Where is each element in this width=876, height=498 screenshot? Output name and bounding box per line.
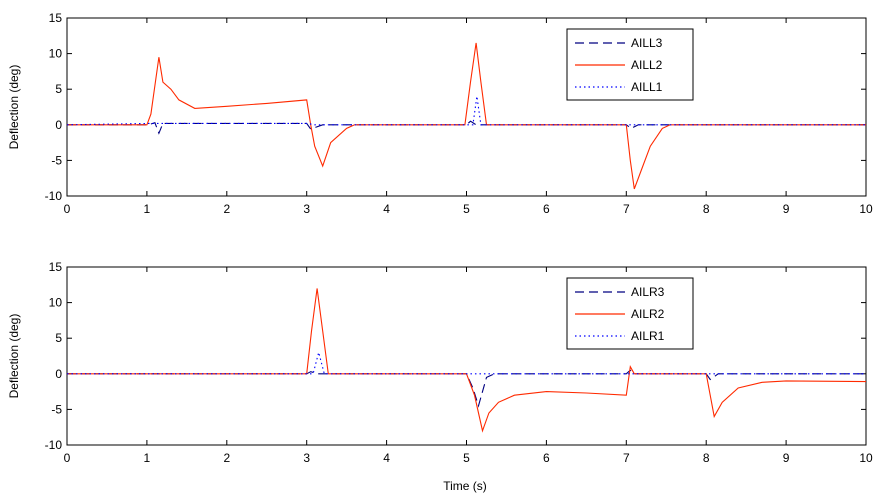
- chart1-y-tick-label: -5: [51, 153, 62, 167]
- chart1-y-axis-label: Deflection (deg): [7, 65, 21, 150]
- chart1-series-line-aill2: [67, 42, 866, 190]
- chart2-series-line-ailr2: [67, 288, 867, 433]
- chart2-x-tick-label: 3: [303, 451, 310, 465]
- chart2-x-tick-label: 4: [383, 451, 390, 465]
- chart1-x-tick-label: 2: [223, 202, 230, 216]
- chart2-x-tick-label: 7: [623, 451, 630, 465]
- chart1-y-tick-label: 15: [49, 11, 63, 25]
- chart1-x-tick-label: 4: [383, 202, 390, 216]
- chart2-x-tick-label: 9: [783, 451, 790, 465]
- chart2-x-tick-label: 0: [64, 451, 71, 465]
- chart1-y-tick-label: 10: [49, 47, 63, 61]
- chart2-plot-frame: [66, 266, 867, 446]
- chart1-x-tick-label: 10: [859, 202, 873, 216]
- chart1-legend-label-aill1: AILL1: [631, 80, 663, 94]
- chart1-x-tick-label: 5: [463, 202, 470, 216]
- chart1-x-tick-label: 3: [303, 202, 310, 216]
- chart2-legend-label-ailr1: AILR1: [631, 329, 665, 343]
- chart1-x-tick-label: 1: [144, 202, 151, 216]
- chart1-legend-label-aill2: AILL2: [631, 58, 663, 72]
- chart2-series-line-ailr3: [67, 369, 866, 408]
- chart2-legend-label-ailr3: AILR3: [631, 285, 665, 299]
- chart2-y-tick-label: 10: [49, 296, 63, 310]
- chart2-y-tick-label: -10: [45, 438, 63, 452]
- chart2-y-tick-label: -5: [51, 402, 62, 416]
- chart2-x-tick-label: 2: [223, 451, 230, 465]
- chart1-x-tick-label: 7: [623, 202, 630, 216]
- chart2-x-tick-label: 8: [703, 451, 710, 465]
- chart2-x-tick-label: 1: [144, 451, 151, 465]
- chart1-x-tick-label: 9: [783, 202, 790, 216]
- chart2-y-tick-label: 15: [49, 260, 63, 274]
- x-axis-label: Time (s): [443, 479, 487, 493]
- chart1-legend-label-aill3: AILL3: [631, 36, 663, 50]
- chart1-series-line-aill3: [67, 120, 866, 135]
- chart1-x-tick-label: 0: [64, 202, 71, 216]
- chart2-legend-label-ailr2: AILR2: [631, 307, 665, 321]
- chart1-y-tick-label: 0: [55, 118, 62, 132]
- chart1-y-tick-label: -10: [45, 189, 63, 203]
- chart2-y-tick-label: 5: [55, 331, 62, 345]
- chart1-x-tick-label: 8: [703, 202, 710, 216]
- chart2-x-tick-label: 10: [859, 451, 873, 465]
- chart1-series-line-aill1: [66, 96, 866, 126]
- chart2-y-axis-label: Deflection (deg): [7, 314, 21, 399]
- chart1-y-tick-label: 5: [55, 82, 62, 96]
- chart2-x-tick-label: 5: [463, 451, 470, 465]
- chart1-plot-frame: [66, 17, 867, 197]
- chart2-y-tick-label: 0: [55, 367, 62, 381]
- chart1-x-tick-label: 6: [543, 202, 550, 216]
- chart2-x-tick-label: 6: [543, 451, 550, 465]
